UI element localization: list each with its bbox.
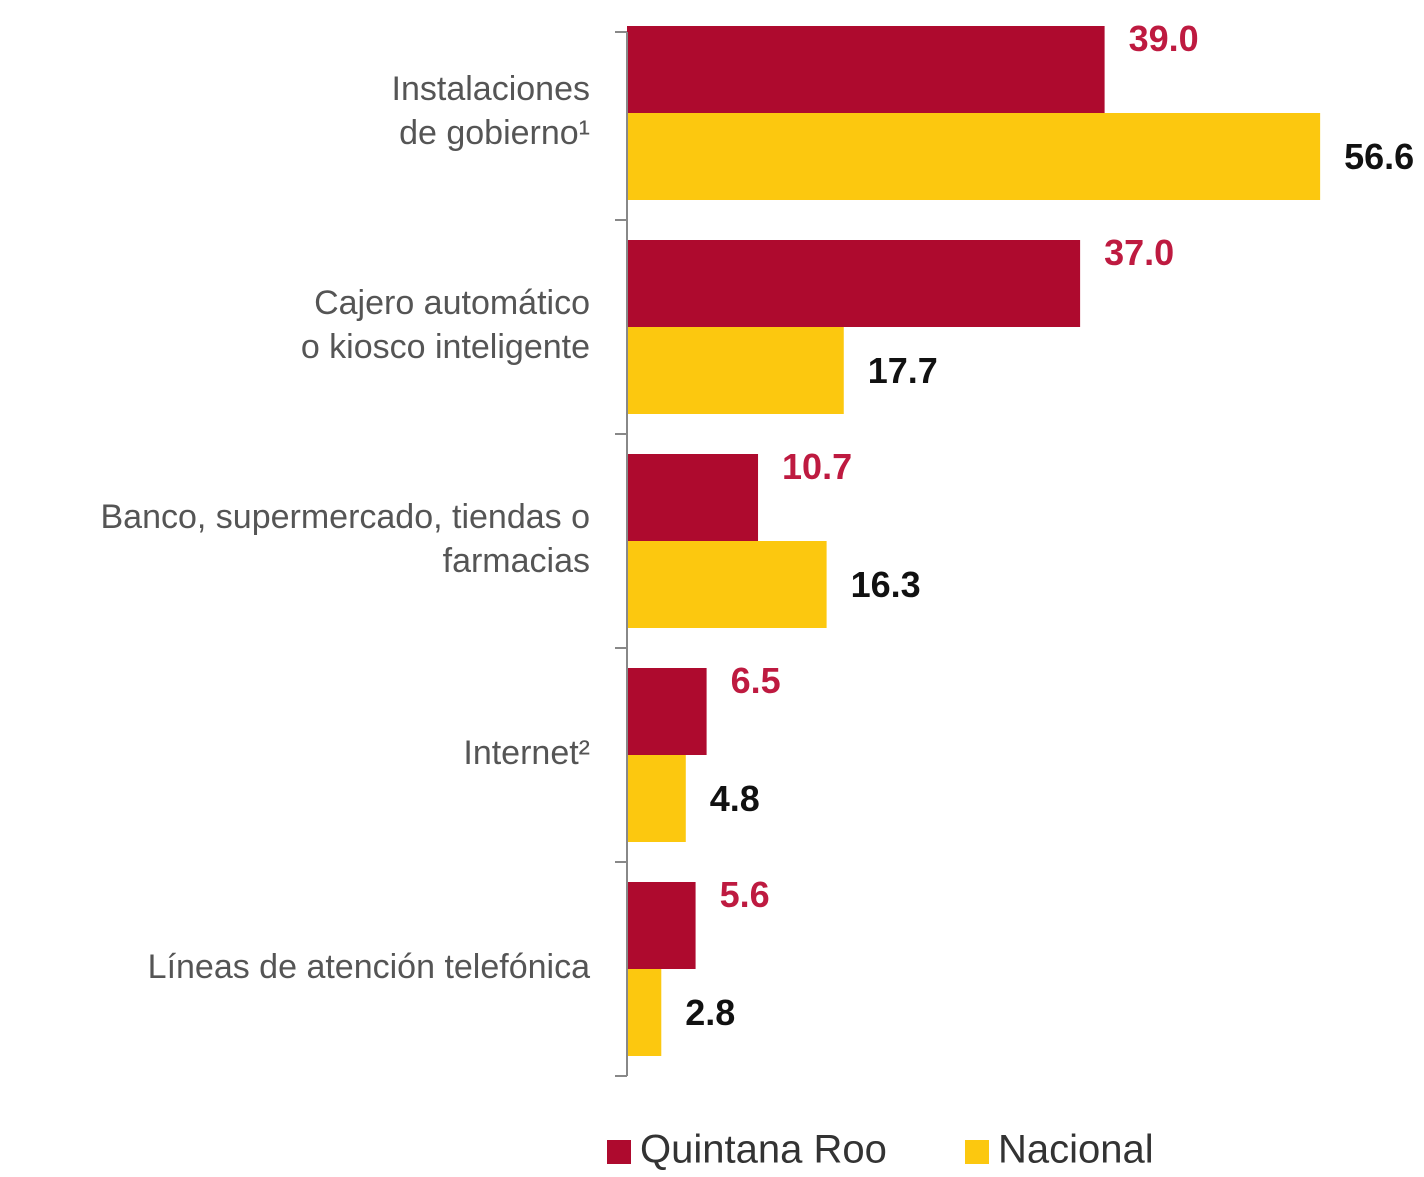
bar <box>627 668 707 755</box>
category-line: o kiosco inteligente <box>301 328 590 366</box>
bar <box>627 541 827 628</box>
legend-swatch <box>965 1140 989 1164</box>
value-label: 6.5 <box>731 660 781 701</box>
value-label: 37.0 <box>1104 232 1174 273</box>
value-label: 17.7 <box>868 350 938 391</box>
category-label: Cajero automático o kiosco inteligente <box>301 284 590 366</box>
bar <box>627 240 1081 327</box>
bar <box>627 454 759 541</box>
category-line: Instalaciones <box>392 70 590 108</box>
category-label: Internet² <box>463 734 590 772</box>
value-label: 2.8 <box>685 992 735 1033</box>
legend-swatch <box>607 1140 631 1164</box>
bar <box>627 882 696 969</box>
category-label: Instalaciones de gobierno¹ <box>392 70 590 152</box>
category-line: farmacias <box>443 542 590 580</box>
bar <box>627 755 686 842</box>
category-line: Líneas de atención telefónica <box>148 948 590 986</box>
category-label: Banco, supermercado, tiendas o farmacias <box>100 498 590 580</box>
category-line: Cajero automático <box>314 284 590 322</box>
value-label: 4.8 <box>710 778 760 819</box>
legend-label: Nacional <box>998 1128 1154 1172</box>
legend-label: Quintana Roo <box>640 1128 887 1172</box>
value-label: 5.6 <box>720 874 770 915</box>
value-label: 16.3 <box>851 564 921 605</box>
bar <box>627 327 844 414</box>
value-label: 39.0 <box>1129 18 1199 59</box>
category-label: Líneas de atención telefónica <box>148 948 590 986</box>
category-line: Banco, supermercado, tiendas o <box>100 498 590 536</box>
category-line: de gobierno¹ <box>399 114 590 152</box>
value-label: 10.7 <box>782 446 852 487</box>
value-label: 56.6 <box>1344 136 1414 177</box>
bar <box>627 113 1321 200</box>
category-line: Internet² <box>463 734 590 772</box>
bar <box>627 26 1105 113</box>
bar <box>627 969 662 1056</box>
